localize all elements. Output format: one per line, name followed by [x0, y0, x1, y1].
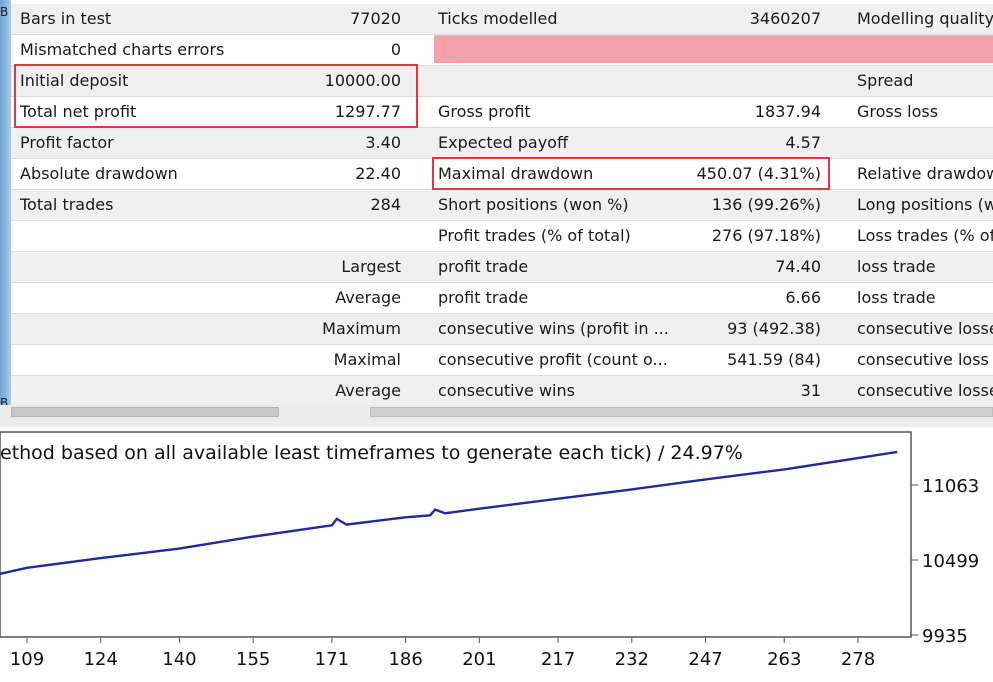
report-value-left: Average: [335, 381, 401, 400]
x-tick-label: 155: [236, 649, 270, 670]
report-value-middle: 450.07 (4.31%): [696, 164, 821, 183]
scrollbar-thumb-left[interactable]: [11, 407, 279, 417]
report-row: Profit trades (% of total) 276 (97.18%) Lo…: [11, 221, 993, 252]
x-tick-label: 278: [841, 649, 875, 670]
report-label-left: Initial deposit: [20, 71, 129, 90]
report-row: Bars in test 77020 Ticks modelled 3460207 Mo…: [11, 4, 993, 35]
report-label-middle: profit trade: [438, 257, 529, 276]
report-label-middle: consecutive profit (count o...: [438, 350, 668, 369]
report-label-right: Spread: [857, 71, 914, 90]
report-label-middle: consecutive wins: [438, 381, 575, 400]
report-value-left: 77020: [350, 9, 401, 28]
report-row: Absolute drawdown 22.40 Maximal drawdown 45…: [11, 159, 993, 190]
modelling-quality-bar: [434, 35, 993, 63]
report-row: Profit factor 3.40 Expected payoff 4.57: [11, 128, 993, 159]
report-value-left: 10000.00: [324, 71, 401, 90]
x-tick-label: 140: [162, 649, 196, 670]
report-label-right: Modelling quality: [857, 9, 993, 28]
report-label-left: Profit factor: [20, 133, 114, 152]
report-value-middle: 93 (492.38): [727, 319, 821, 338]
report-row: Mismatched charts errors 0: [11, 35, 993, 66]
report-label-left: Mismatched charts errors: [20, 40, 225, 59]
x-tick-label: 201: [462, 649, 496, 670]
report-label-right: loss trade: [857, 257, 936, 276]
report-label-middle: Gross profit: [438, 102, 531, 121]
report-row: Total trades 284 Short positions (won %) 13…: [11, 190, 993, 221]
report-value-left: 3.40: [365, 133, 401, 152]
y-tick-label: 11063: [922, 476, 979, 497]
x-tick-label: 171: [315, 649, 349, 670]
report-value-left: Largest: [341, 257, 401, 276]
report-row: Initial deposit 10000.00 Spread: [11, 66, 993, 97]
report-value-middle: 3460207: [749, 9, 821, 28]
report-row: Largest profit trade 74.40 loss trade: [11, 252, 993, 283]
report-label-middle: Profit trades (% of total): [438, 226, 631, 245]
report-value-middle: 6.66: [785, 288, 821, 307]
x-tick-label: 217: [541, 649, 575, 670]
report-label-right: Relative drawdown: [857, 164, 993, 183]
report-label-right: consecutive loss: [857, 350, 989, 369]
report-label-middle: consecutive wins (profit in ...: [438, 319, 669, 338]
report-label-left: Bars in test: [20, 9, 112, 28]
balance-chart-svg: ethod based on all available least timef…: [0, 431, 979, 670]
plot-area-frame: [0, 431, 912, 638]
report-row: Total net profit 1297.77 Gross profit 1837.…: [11, 97, 993, 128]
y-tick-label: 9935: [922, 626, 968, 647]
report-row: Maximum consecutive wins (profit in ... 93…: [11, 314, 993, 345]
report-label-middle: [438, 66, 678, 96]
report-value-left: 22.40: [355, 164, 401, 183]
report-label-left: Absolute drawdown: [20, 164, 178, 183]
left-edge-mark-top: B: [0, 5, 9, 19]
report-value-middle: 276 (97.18%): [711, 226, 821, 245]
left-edge-mark-bottom: B: [0, 396, 9, 410]
report-value-left: Maximum: [322, 319, 401, 338]
report-label-middle: Ticks modelled: [438, 9, 558, 28]
report-label-right: Long positions (won %): [857, 195, 993, 214]
report-label-left: Total net profit: [20, 102, 137, 121]
report-label-right: Gross loss: [857, 102, 939, 121]
report-label-right: loss trade: [857, 288, 936, 307]
report-value-left: Maximal: [333, 350, 401, 369]
report-row: Maximal consecutive profit (count o... 541…: [11, 345, 993, 376]
report-label-middle: profit trade: [438, 288, 529, 307]
report-value-middle: 1837.94: [754, 102, 821, 121]
report-row: Average consecutive wins 31 consecutive los…: [11, 376, 993, 406]
x-tick-label: 263: [767, 649, 801, 670]
report-value-left: Average: [335, 288, 401, 307]
x-tick-label: 186: [388, 649, 422, 670]
x-tick-label: 109: [10, 649, 44, 670]
report-value-left: [291, 221, 401, 251]
left-window-edge: [0, 0, 11, 405]
report-value-middle: 541.59 (84): [727, 350, 821, 369]
x-tick-label: 232: [615, 649, 649, 670]
report-value-middle: 136 (99.26%): [711, 195, 821, 214]
scrollbar-thumb-right[interactable]: [370, 407, 993, 417]
report-label-left: Total trades: [20, 195, 114, 214]
balance-series-line: [0, 450, 898, 575]
report-label-right: consecutive losses: [857, 381, 993, 400]
strategy-tester-report: Bars in test 77020 Ticks modelled 3460207 Mo…: [11, 4, 993, 406]
report-label-right: Loss trades (% of total): [857, 226, 993, 245]
report-value-middle: 31: [800, 381, 821, 400]
report-label-right: consecutive losses: [857, 319, 993, 338]
x-tick-label: 124: [84, 649, 118, 670]
report-row: Average profit trade 6.66 loss trade: [11, 283, 993, 314]
report-value-middle: 4.57: [785, 133, 821, 152]
report-label-middle: Expected payoff: [438, 133, 568, 152]
report-value-left: 0: [390, 40, 401, 59]
report-label-middle: Maximal drawdown: [438, 164, 594, 183]
x-tick-label: 247: [688, 649, 722, 670]
report-value-middle: [671, 66, 821, 96]
report-label-middle: Short positions (won %): [438, 195, 629, 214]
y-tick-label: 10499: [922, 551, 979, 572]
report-value-left: 284: [370, 195, 401, 214]
balance-chart: ethod based on all available least timef…: [0, 427, 993, 678]
chart-title: ethod based on all available least timef…: [0, 442, 743, 464]
report-value-left: 1297.77: [334, 102, 401, 121]
report-value-middle: 74.40: [775, 257, 821, 276]
